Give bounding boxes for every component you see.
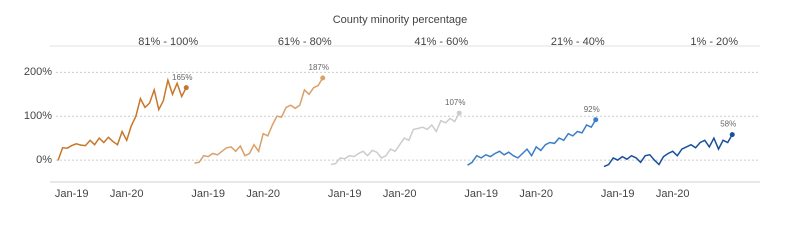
value-label: 187%: [309, 63, 329, 72]
end-point: [183, 85, 189, 91]
chart-title: County minority percentage: [333, 14, 468, 26]
y-tick-label: 0%: [36, 154, 52, 166]
end-point: [456, 110, 462, 116]
line: [467, 119, 597, 166]
x-tick-label: Jan-19: [55, 188, 89, 200]
x-tick-label: Jan-20: [110, 188, 144, 200]
y-tick-label: 100%: [24, 110, 52, 122]
y-tick-label: 200%: [24, 66, 52, 78]
x-tick-label: Jan-20: [383, 188, 417, 200]
x-tick-label: Jan-19: [328, 188, 362, 200]
line: [57, 77, 187, 161]
panel-title: 61% - 80%: [278, 36, 332, 48]
x-tick-label: Jan-19: [191, 188, 225, 200]
value-label: 165%: [172, 73, 192, 82]
line: [330, 112, 460, 166]
panel-title: 81% - 100%: [138, 36, 198, 48]
chart: County minority percentage 0% 100% 200% 81%…: [24, 14, 760, 200]
end-point: [593, 117, 599, 123]
line: [194, 77, 324, 164]
x-tick-label: Jan-19: [601, 188, 635, 200]
value-label: 58%: [720, 120, 736, 129]
x-tick-label: Jan-20: [246, 188, 280, 200]
x-tick-label: Jan-19: [464, 188, 498, 200]
end-point: [729, 132, 735, 138]
line: [603, 134, 733, 168]
x-tick-label: Jan-20: [519, 188, 553, 200]
value-label: 107%: [445, 98, 465, 107]
end-point: [320, 75, 326, 81]
value-label: 92%: [584, 105, 600, 114]
panel-title: 1% - 20%: [690, 36, 738, 48]
x-tick-label: Jan-20: [656, 188, 690, 200]
panel-title: 41% - 60%: [414, 36, 468, 48]
panel-title: 21% - 40%: [551, 36, 605, 48]
